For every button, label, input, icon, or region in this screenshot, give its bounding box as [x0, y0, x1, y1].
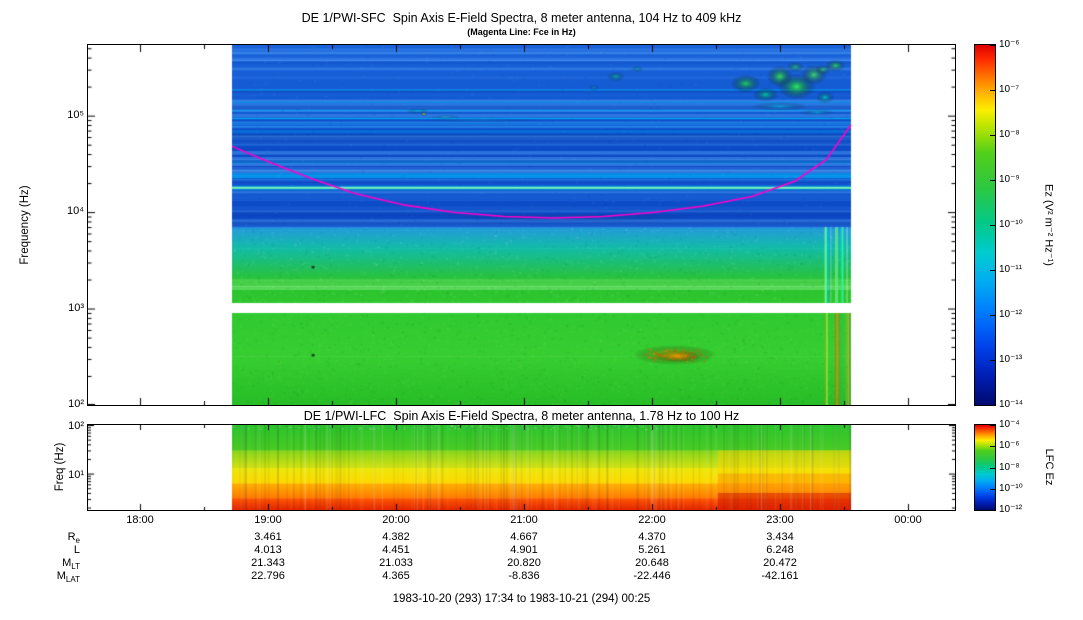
sfc-colorbar-tick [990, 270, 995, 271]
sfc-colorbar-unit-label: Ez (V² m⁻² Hz⁻¹) [1042, 184, 1055, 266]
ephemeris-value: 3.434 [766, 531, 794, 543]
ephemeris-value: 4.013 [254, 544, 282, 556]
sfc-colorbar-tick-label: 10⁻¹¹ [999, 264, 1023, 275]
lfc-title: DE 1/PWI-LFC Spin Axis E-Field Spectra, … [303, 409, 740, 423]
lfc-colorbar-tick-label: 10⁻¹² [999, 504, 1023, 515]
ephemeris-row-label: L [73, 544, 80, 556]
ephemeris-value: -42.161 [761, 570, 799, 582]
lfc-colorbar-tick-label: 10⁻⁶ [999, 440, 1020, 452]
sfc-colorbar-tick-label: 10⁻¹³ [999, 354, 1023, 365]
x-tick-label: 00:00 [894, 514, 922, 526]
x-tick-label: 19:00 [254, 514, 282, 526]
lfc-spectrogram-canvas [88, 425, 955, 510]
sfc-ytick-label: 10⁵ [67, 108, 84, 121]
sfc-colorbar-tick [990, 45, 995, 46]
lfc-colorbar-tick [990, 446, 995, 448]
lfc-colorbar-tick-label: 10⁻⁸ [999, 461, 1020, 473]
sfc-colorbar-tick-label: 10⁻⁶ [999, 39, 1020, 50]
lfc-colorbar-tick [990, 425, 995, 426]
sfc-colorbar-tick-label: 10⁻¹⁴ [999, 399, 1024, 410]
ephemeris-value: 4.382 [382, 531, 410, 543]
ephemeris-value: -22.446 [633, 570, 671, 582]
ephemeris-row-label: Re [67, 531, 80, 546]
ephemeris-value: 21.343 [251, 557, 285, 569]
lfc-ylabel: Freq (Hz) [54, 442, 66, 492]
ephemeris-value: -8.836 [508, 570, 540, 582]
ephemeris-value: 4.365 [382, 570, 410, 582]
lfc-ytick-label: 10² [68, 420, 84, 432]
lfc-ytick-label: 10¹ [68, 468, 84, 481]
sfc-colorbar-tick-label: 10⁻⁸ [999, 129, 1020, 140]
sfc-colorbar-tick [990, 405, 995, 406]
sfc-colorbar-tick-label: 10⁻¹² [999, 309, 1023, 320]
sfc-subtitle: (Magenta Line: Fce in Hz) [467, 27, 576, 37]
time-range-caption: 1983-10-20 (293) 17:34 to 1983-10-21 (29… [392, 593, 651, 605]
sfc-colorbar-tick-label: 10⁻¹⁰ [999, 219, 1023, 230]
ephemeris-value: 21.033 [379, 557, 413, 569]
sfc-colorbar-tick [990, 180, 995, 181]
sfc-ytick-label: 10² [68, 398, 84, 410]
sfc-title: DE 1/PWI-SFC Spin Axis E-Field Spectra, … [301, 11, 742, 25]
x-tick-label: 21:00 [510, 514, 538, 526]
ephemeris-row-label: MLAT [56, 570, 80, 585]
lfc-colorbar-tick-label: 10⁻¹⁰ [999, 482, 1023, 494]
ephemeris-value: 3.461 [254, 531, 282, 543]
sfc-ytick-label: 10⁴ [67, 205, 84, 218]
sfc-colorbar-tick-label: 10⁻⁷ [999, 84, 1020, 95]
ephemeris-value: 4.451 [382, 544, 410, 556]
lfc-colorbar-tick [990, 467, 995, 469]
x-tick-label: 22:00 [638, 514, 666, 526]
lfc-colorbar-tick-label: 10⁻⁴ [999, 419, 1020, 430]
lfc-colorbar-tick [990, 488, 995, 490]
ephemeris-value: 20.472 [763, 557, 797, 569]
ephemeris-value: 20.820 [507, 557, 541, 569]
ephemeris-value: 4.667 [510, 531, 538, 543]
ephemeris-row-label: MLT [62, 557, 80, 572]
sfc-colorbar-tick [990, 135, 995, 136]
x-tick-label: 18:00 [126, 514, 154, 526]
x-tick-label: 20:00 [382, 514, 410, 526]
sfc-colorbar-tick [990, 225, 995, 226]
x-tick-label: 23:00 [766, 514, 794, 526]
ephemeris-value: 4.370 [638, 531, 666, 543]
sfc-colorbar-tick [990, 360, 995, 361]
ephemeris-value: 4.901 [510, 544, 538, 556]
lfc-colorbar-unit-label: LFC Ez [1043, 448, 1055, 486]
sfc-ytick-label: 10³ [68, 301, 84, 314]
sfc-ylabel: Frequency (Hz) [19, 185, 31, 265]
ephemeris-value: 22.796 [251, 570, 285, 582]
ephemeris-value: 5.261 [638, 544, 666, 556]
sfc-colorbar-tick-label: 10⁻⁹ [999, 174, 1020, 185]
sfc-colorbar-tick [990, 315, 995, 316]
ephemeris-value: 6.248 [766, 544, 794, 556]
ephemeris-value: 20.648 [635, 557, 669, 569]
sfc-colorbar-tick [990, 90, 995, 91]
lfc-colorbar-tick [990, 510, 995, 511]
sfc-spectrogram-canvas [88, 45, 955, 405]
